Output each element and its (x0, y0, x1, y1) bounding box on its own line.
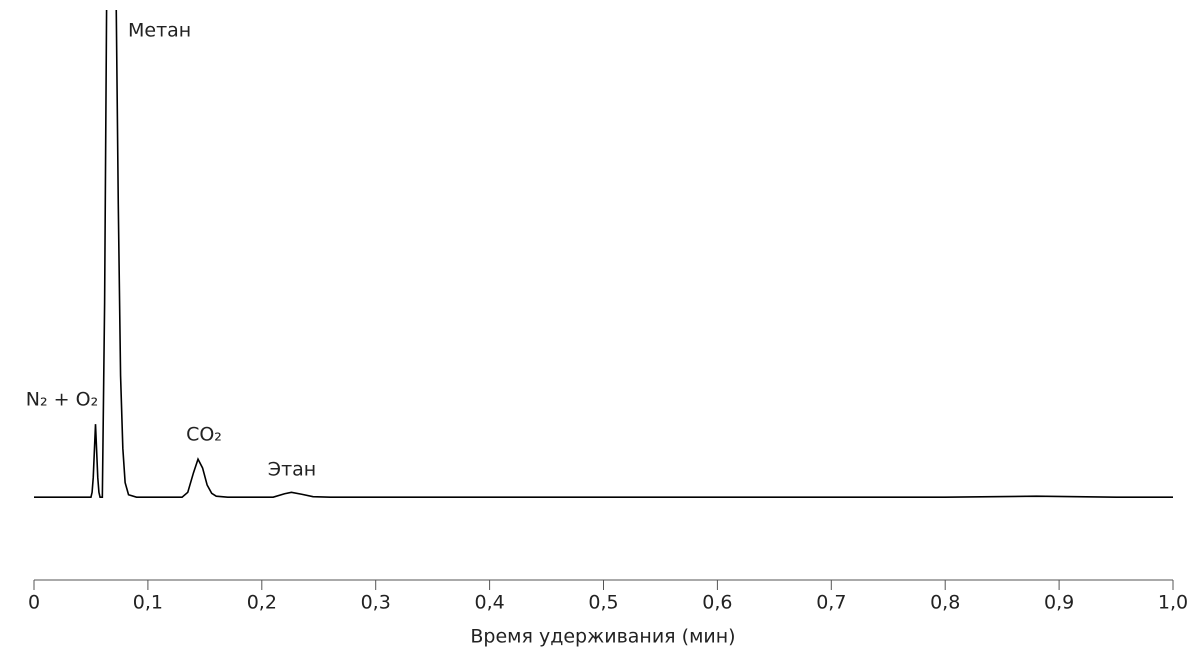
x-tick-label: 0 (28, 592, 40, 614)
chromatogram-line (34, 10, 1173, 498)
x-tick-label: 0,4 (474, 592, 504, 614)
x-tick-label: 0,5 (588, 592, 618, 614)
x-tick-label: 0,9 (1044, 592, 1074, 614)
peak-label: Этан (268, 459, 316, 481)
x-tick-label: 0,8 (930, 592, 960, 614)
x-tick-label: 0,2 (247, 592, 277, 614)
x-axis-label: Время удерживания (мин) (470, 626, 735, 648)
peak-label: N₂ + O₂ (26, 389, 98, 411)
peak-label: Метан (128, 20, 191, 42)
peak-label: CO₂ (186, 424, 222, 446)
x-tick-label: 0,1 (133, 592, 163, 614)
x-tick-label: 0,3 (361, 592, 391, 614)
x-tick-label: 0,7 (816, 592, 846, 614)
x-tick-label: 1,0 (1158, 592, 1188, 614)
x-tick-label: 0,6 (702, 592, 732, 614)
